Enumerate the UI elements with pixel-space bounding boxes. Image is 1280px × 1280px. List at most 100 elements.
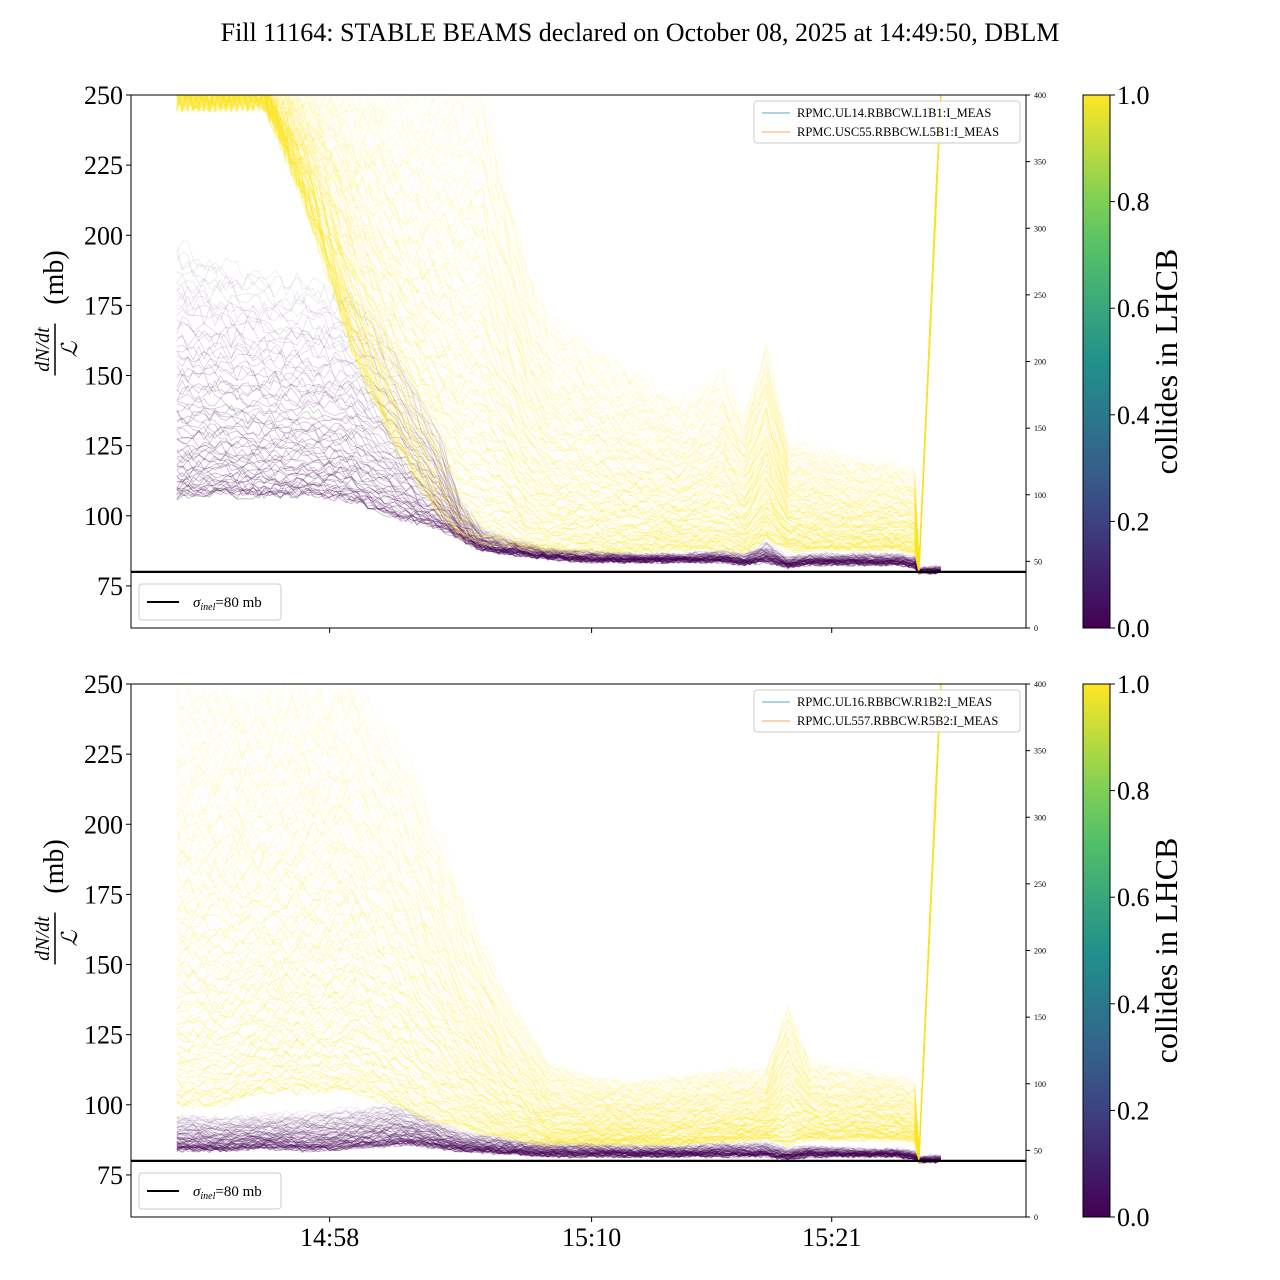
series-line-colliding [177,95,942,561]
series-line-noncolliding [176,487,942,573]
series-line-noncolliding [176,251,941,569]
series-line-colliding [176,684,942,1161]
series-line-colliding [176,95,942,565]
series-line-colliding [176,684,942,1158]
series-line-noncolliding [176,1135,942,1164]
series-line-noncolliding [176,472,942,574]
series-line-colliding [176,684,942,1161]
colorbar [1082,94,1111,629]
y2tick-label: 400 [1034,680,1046,689]
series-line-colliding [186,95,942,567]
series-line-colliding [176,95,942,569]
series-line-noncolliding [176,1120,941,1161]
series-line-noncolliding [176,315,941,572]
series-line-colliding [179,95,942,573]
series-line-noncolliding [176,461,941,574]
series-line-colliding [176,684,942,1154]
series-line-colliding [176,684,942,1151]
series-line-colliding [176,95,942,569]
series-line-noncolliding [176,1126,942,1162]
series-line-noncolliding [176,329,941,572]
series-line-colliding [184,95,942,565]
series-line-colliding [176,95,942,568]
series-line-colliding [176,684,942,1154]
series-line-colliding [190,95,942,564]
colorbar-tick-label: 1.0 [1117,81,1150,110]
series-line-colliding [180,95,942,571]
colorbar-label: collides in LHCB [1148,249,1184,475]
series-line-colliding [178,95,942,567]
series-line-colliding [211,95,942,570]
series-line-colliding [187,95,942,569]
series-line-noncolliding [176,1115,941,1162]
series-line-colliding [176,684,942,1157]
series-line-colliding [176,95,942,567]
series-line-colliding [176,684,942,1156]
series-line-colliding [176,95,942,562]
series-line-noncolliding [176,1131,942,1163]
ytick-label: 125 [84,432,123,461]
series-line-colliding [186,95,942,562]
legend-label: RPMC.USC55.RBBCW.L5B1:I_MEAS [797,125,999,139]
series-line-colliding [176,684,942,1159]
legend-label: σinel=80 mb [193,595,262,613]
y2tick-label: 0 [1034,1213,1038,1222]
series-line-colliding [176,95,942,566]
series-lines [176,95,942,576]
series-line-noncolliding [176,1106,942,1161]
series-line-noncolliding [176,1139,942,1162]
series-line-colliding [176,95,942,574]
ytick-label: 175 [84,880,123,909]
ylabel: dN/dt ℒ (mb) [32,250,82,376]
series-line-colliding [176,684,942,1156]
series-line-noncolliding [176,307,942,572]
series-line-noncolliding [176,1123,942,1163]
series-line-colliding [185,95,942,566]
series-line-colliding [176,684,942,1155]
series-line-noncolliding [176,1136,941,1163]
series-line-colliding [187,684,942,1152]
series-line-colliding [176,684,942,1153]
series-line-noncolliding [176,416,942,575]
series-line-noncolliding [176,479,941,573]
series-line-colliding [176,95,942,568]
series-line-noncolliding [176,367,942,573]
colorbar-label: collides in LHCB [1148,838,1184,1064]
series-line-colliding [181,95,942,568]
series-line-colliding [180,95,942,570]
series-line-colliding [186,95,942,562]
series-line-noncolliding [176,418,941,573]
series-line-colliding [176,684,942,1151]
series-line-colliding [176,95,942,570]
series-line-colliding [176,684,942,1154]
series-line-colliding [176,95,942,566]
y2tick-label: 300 [1034,813,1046,822]
series-line-colliding [176,684,942,1151]
ylabel-unit: (mb) [39,250,70,304]
y2tick-label: 400 [1034,91,1046,100]
series-line-colliding [176,684,942,1154]
series-line-colliding [176,95,942,565]
series-line-colliding [176,684,942,1159]
series-line-colliding [176,684,942,1158]
series-line-colliding [176,684,942,1156]
ytick-label: 175 [84,291,123,320]
series-line-colliding [176,684,942,1159]
panel-top: 75 100 125 150 175 200 225 250 0 50 100 150 200 250 30… [32,81,1184,643]
legend-top-right: RPMC.UL14.RBBCW.L1B1:I_MEAS RPMC.USC55.RB… [753,100,1021,144]
series-line-colliding [176,684,942,1158]
series-line-colliding [176,684,942,1155]
series-line-colliding [176,95,942,565]
series-line-colliding [176,684,942,1152]
series-line-colliding [180,95,942,571]
series-line-colliding [176,95,942,569]
series-line-noncolliding [176,1124,942,1162]
series-line-noncolliding [176,1141,942,1164]
series-line-noncolliding [176,423,942,574]
series-line-colliding [202,95,942,568]
series-line-colliding [184,95,942,565]
series-line-noncolliding [176,379,941,574]
series-line-colliding [176,684,942,1160]
series-line-noncolliding [176,489,941,574]
ylabel-denominator: ℒ [57,340,82,357]
